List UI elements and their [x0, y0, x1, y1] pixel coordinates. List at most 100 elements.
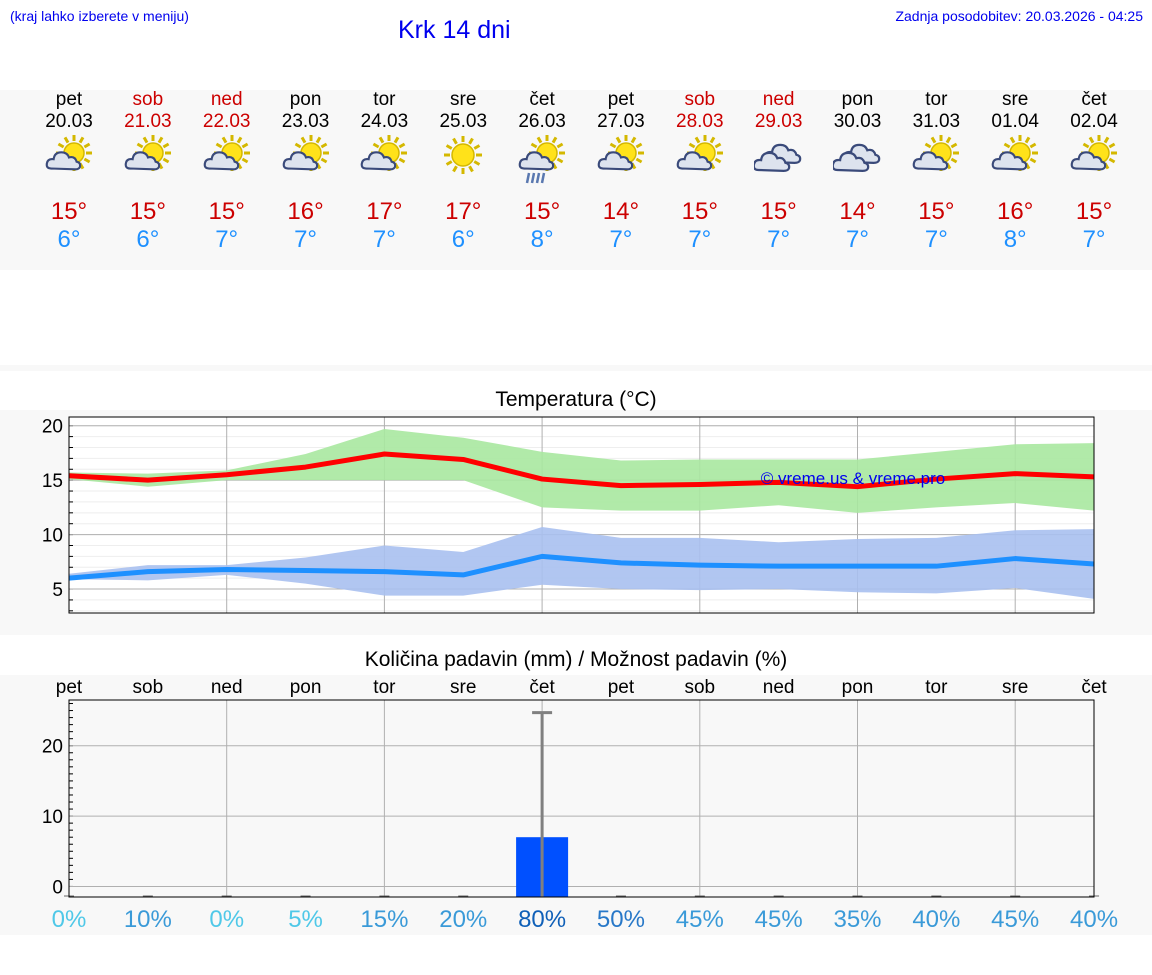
- temp-chart-title: Temperatura (°C): [495, 388, 657, 411]
- day-high-temp: 14°: [602, 198, 640, 225]
- precip-day-label: sob: [684, 677, 715, 698]
- day-name: čet: [529, 89, 555, 110]
- y-tick-label: 20: [42, 417, 63, 438]
- day-low-temp: 6°: [136, 226, 160, 253]
- precip-day-label: tor: [925, 677, 948, 698]
- watermark: © vreme.us & vreme.pro: [761, 469, 945, 488]
- precip-day-label: pon: [842, 677, 874, 698]
- y-tick-label: 15: [42, 471, 63, 492]
- day-high-temp: 14°: [839, 198, 876, 225]
- day-name: tor: [373, 89, 396, 110]
- day-low-temp: 7°: [372, 226, 396, 253]
- sun-cloud-icon: [359, 135, 409, 185]
- day-name: ned: [210, 89, 243, 110]
- menu-hint: (kraj lahko izberete v meniju): [10, 8, 189, 24]
- sun-cloud-icon: [911, 135, 961, 185]
- day-low-temp: 8°: [530, 226, 554, 253]
- sun-cloud-icon: [281, 135, 331, 185]
- day-high-temp: 15°: [208, 198, 245, 225]
- precip-chance-label: 20%: [439, 906, 487, 933]
- day-name: pon: [841, 89, 874, 110]
- day-name: tor: [925, 89, 948, 110]
- day-date: 27.03: [597, 111, 645, 132]
- day-name: pon: [289, 89, 322, 110]
- sun-cloud-icon: [1069, 135, 1119, 185]
- day-high-temp: 15°: [1075, 198, 1113, 225]
- precip-day-label: ned: [763, 677, 795, 698]
- max-temp-line: [68, 451, 1095, 490]
- day-low-temp: 7°: [767, 226, 791, 253]
- min-temp-range-band: [69, 526, 1095, 599]
- day-date: 21.03: [124, 111, 172, 132]
- precip-chance-label: 50%: [597, 906, 645, 933]
- y-tick-label: 20: [42, 737, 63, 758]
- day-high-temp: 15°: [918, 198, 955, 225]
- sun-icon: [438, 135, 488, 185]
- sun-cloud-icon: [675, 135, 725, 185]
- separator-band: [0, 365, 1152, 371]
- y-tick-label: 10: [42, 807, 63, 828]
- day-date: 28.03: [676, 111, 724, 132]
- day-high-temp: 16°: [287, 198, 324, 225]
- day-date: 30.03: [833, 111, 882, 132]
- day-date: 25.03: [439, 111, 488, 132]
- plot-frame: [68, 416, 1095, 614]
- day-date: 29.03: [754, 111, 803, 132]
- precip-chance-label: 40%: [1070, 906, 1118, 933]
- day-name: sob: [684, 89, 716, 110]
- last-update: Zadnja posodobitev: 20.03.2026 - 04:25: [895, 8, 1143, 24]
- precip-day-label: pet: [56, 677, 83, 698]
- day-low-temp: 6°: [57, 226, 81, 253]
- precip-chance-label: 5%: [288, 906, 323, 933]
- day-name: pet: [607, 89, 635, 110]
- sun-cloud-icon: [596, 135, 646, 185]
- precip-day-label: sre: [1002, 677, 1028, 698]
- precip-day-label: sob: [133, 677, 164, 698]
- day-low-temp: 7°: [1082, 226, 1106, 253]
- plot-area: [69, 700, 1094, 897]
- day-name: ned: [762, 89, 795, 110]
- day-name: čet: [1081, 89, 1107, 110]
- precip-chart-title: Količina padavin (mm) / Možnost padavin …: [364, 648, 788, 671]
- sun-cloud-rain-icon: [517, 135, 567, 185]
- day-date: 31.03: [912, 111, 961, 132]
- day-low-temp: 7°: [609, 226, 633, 253]
- day-date: 20.03: [45, 111, 93, 132]
- day-low-temp: 7°: [215, 226, 239, 253]
- max-temp-range-band: [69, 428, 1095, 513]
- day-high-temp: 15°: [760, 198, 797, 225]
- cloud-icon: [831, 135, 883, 185]
- sun-cloud-icon: [44, 135, 94, 185]
- precip-chance-label: 45%: [755, 906, 803, 933]
- day-high-temp: 15°: [681, 198, 718, 225]
- day-date: 23.03: [281, 111, 330, 132]
- day-low-temp: 6°: [451, 226, 475, 253]
- day-date: 26.03: [518, 111, 566, 132]
- day-high-temp: 15°: [129, 198, 166, 225]
- day-high-temp: 17°: [445, 198, 482, 225]
- temp-chart: 5 10 15 20 © vreme.us & vreme.pro: [42, 416, 1095, 614]
- precip-chance-label: 0%: [209, 906, 244, 933]
- day-high-temp: 15°: [50, 198, 88, 225]
- precip-day-label: čet: [1081, 677, 1107, 698]
- precip-day-label: ned: [211, 677, 243, 698]
- day-low-temp: 7°: [294, 226, 318, 253]
- day-name: sre: [450, 89, 477, 110]
- precip-chart: pet sob ned pon tor sre čet pet sob ned pon tor sre č…: [42, 677, 1118, 933]
- precip-day-label: čet: [529, 677, 555, 698]
- day-date: 24.03: [360, 111, 409, 132]
- day-low-temp: 7°: [846, 226, 869, 253]
- sun-cloud-icon: [123, 135, 173, 185]
- precip-chance-label: 45%: [676, 906, 724, 933]
- sun-cloud-icon: [202, 135, 252, 185]
- day-high-temp: 16°: [997, 198, 1034, 225]
- precip-day-label: sre: [450, 677, 476, 698]
- precip-chance-label: 10%: [124, 906, 172, 933]
- precip-day-label: pet: [608, 677, 635, 698]
- page-title: Krk 14 dni: [398, 16, 511, 44]
- day-date: 22.03: [202, 111, 251, 132]
- day-date: 02.04: [1070, 111, 1118, 132]
- precip-chance-label: 0%: [52, 906, 87, 933]
- precip-chance-label: 15%: [360, 906, 408, 933]
- day-low-temp: 7°: [924, 226, 948, 253]
